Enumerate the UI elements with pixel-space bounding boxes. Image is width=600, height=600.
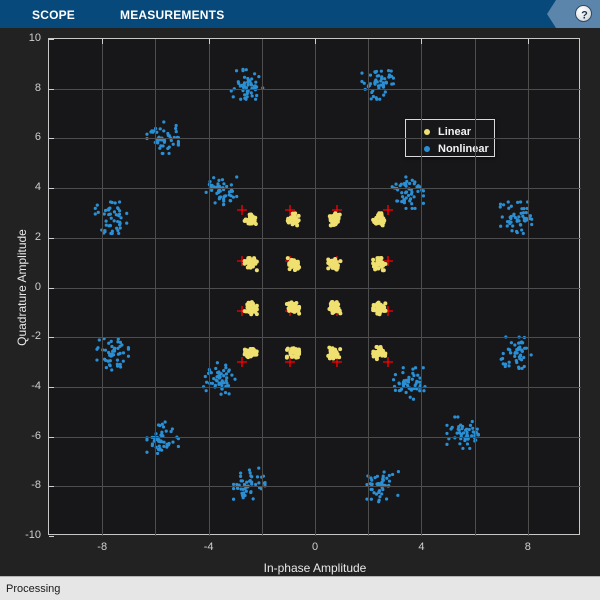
svg-text:?: ? [581, 10, 588, 22]
